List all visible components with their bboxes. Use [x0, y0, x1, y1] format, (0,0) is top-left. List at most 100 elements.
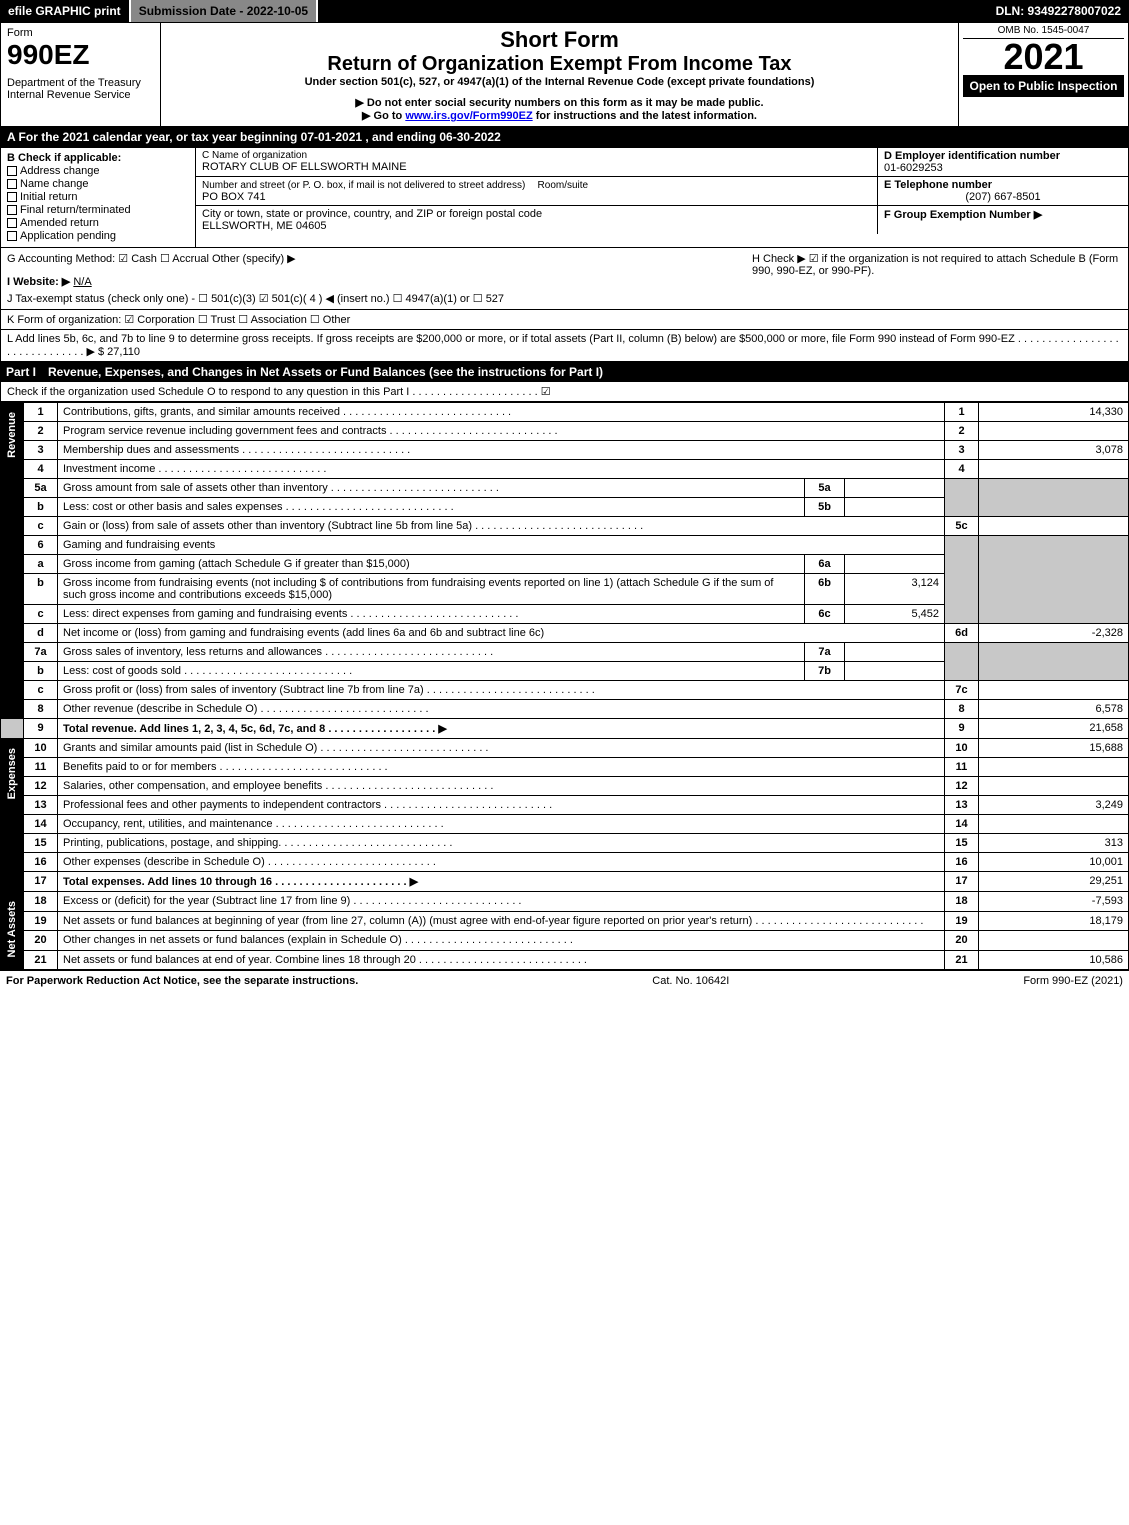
val-20 — [979, 931, 1129, 951]
coln-21: 21 — [945, 950, 979, 970]
e-label: E Telephone number — [884, 179, 992, 191]
part1-label: Part I — [6, 365, 48, 379]
hdr-right: OMB No. 1545-0047 2021 Open to Public In… — [958, 23, 1128, 126]
val-17: 29,251 — [979, 872, 1129, 892]
cell-city: City or town, state or province, country… — [196, 206, 878, 234]
dln-seg: DLN: 93492278007022 — [988, 0, 1129, 22]
ln-5a: 5a — [24, 479, 58, 498]
val-2 — [979, 422, 1129, 441]
side-rev-end — [1, 719, 24, 739]
ln-20: 20 — [24, 931, 58, 951]
side-revenue: Revenue — [1, 403, 24, 719]
opt-application-pending[interactable]: Application pending — [7, 230, 189, 242]
opt-application-pending-label: Application pending — [20, 230, 116, 242]
gray-6 — [945, 536, 979, 624]
hdr-left: Form 990EZ Department of the Treasury In… — [1, 23, 161, 126]
ln-3: 3 — [24, 441, 58, 460]
opt-address-change[interactable]: Address change — [7, 165, 189, 177]
city-label: City or town, state or province, country… — [202, 208, 871, 220]
phone-value: (207) 667-8501 — [884, 191, 1122, 203]
subval-7b — [845, 662, 945, 681]
coln-5c: 5c — [945, 517, 979, 536]
desc-5b: Less: cost or other basis and sales expe… — [58, 498, 805, 517]
opt-name-change[interactable]: Name change — [7, 178, 189, 190]
warn1: ▶ Do not enter social security numbers o… — [165, 96, 954, 109]
desc-21: Net assets or fund balances at end of ye… — [58, 950, 945, 970]
cell-e: E Telephone number (207) 667-8501 — [878, 177, 1128, 206]
coln-19: 19 — [945, 911, 979, 931]
val-10: 15,688 — [979, 739, 1129, 758]
desc-7b: Less: cost of goods sold — [58, 662, 805, 681]
desc-6c: Less: direct expenses from gaming and fu… — [58, 605, 805, 624]
val-16: 10,001 — [979, 853, 1129, 872]
desc-3: Membership dues and assessments — [58, 441, 945, 460]
opt-final-return[interactable]: Final return/terminated — [7, 204, 189, 216]
efile-seg: efile GRAPHIC print — [0, 0, 131, 22]
ln-16: 16 — [24, 853, 58, 872]
subln-5a: 5a — [805, 479, 845, 498]
val-5c — [979, 517, 1129, 536]
val-9: 21,658 — [979, 719, 1129, 739]
footer-mid: Cat. No. 10642I — [652, 975, 729, 987]
coln-10: 10 — [945, 739, 979, 758]
coln-6d: 6d — [945, 624, 979, 643]
ln-6d: d — [24, 624, 58, 643]
desc-20: Other changes in net assets or fund bala… — [58, 931, 945, 951]
subval-7a — [845, 643, 945, 662]
val-21: 10,586 — [979, 950, 1129, 970]
short-form-title: Short Form — [165, 27, 954, 53]
desc-11: Benefits paid to or for members — [58, 758, 945, 777]
ln-18: 18 — [24, 892, 58, 912]
org-name: ROTARY CLUB OF ELLSWORTH MAINE — [202, 161, 871, 173]
val-4 — [979, 460, 1129, 479]
ln-9: 9 — [24, 719, 58, 739]
coln-2: 2 — [945, 422, 979, 441]
desc-5a: Gross amount from sale of assets other t… — [58, 479, 805, 498]
ein-value: 01-6029253 — [884, 162, 1122, 174]
form-header: Form 990EZ Department of the Treasury In… — [0, 22, 1129, 127]
ln-21: 21 — [24, 950, 58, 970]
desc-9: Total revenue. Add lines 1, 2, 3, 4, 5c,… — [58, 719, 945, 739]
val-18: -7,593 — [979, 892, 1129, 912]
val-15: 313 — [979, 834, 1129, 853]
val-14 — [979, 815, 1129, 834]
opt-initial-return[interactable]: Initial return — [7, 191, 189, 203]
subval-5b — [845, 498, 945, 517]
subln-6b: 6b — [805, 574, 845, 605]
part1-sub: Check if the organization used Schedule … — [0, 382, 1129, 402]
row-k: K Form of organization: ☑ Corporation ☐ … — [0, 310, 1129, 330]
desc-1: Contributions, gifts, grants, and simila… — [58, 403, 945, 422]
gray-7 — [945, 643, 979, 681]
ln-6: 6 — [24, 536, 58, 555]
ln-14: 14 — [24, 815, 58, 834]
desc-2: Program service revenue including govern… — [58, 422, 945, 441]
public-inspection: Open to Public Inspection — [963, 75, 1124, 97]
col-cde: C Name of organization ROTARY CLUB OF EL… — [196, 148, 1128, 247]
subln-6a: 6a — [805, 555, 845, 574]
val-1: 14,330 — [979, 403, 1129, 422]
coln-18: 18 — [945, 892, 979, 912]
ln-7a: 7a — [24, 643, 58, 662]
opt-amended-return-label: Amended return — [20, 217, 99, 229]
opt-amended-return[interactable]: Amended return — [7, 217, 189, 229]
main-grid: Revenue 1 Contributions, gifts, grants, … — [0, 402, 1129, 970]
coln-9: 9 — [945, 719, 979, 739]
coln-3: 3 — [945, 441, 979, 460]
ln-15: 15 — [24, 834, 58, 853]
ln-6a: a — [24, 555, 58, 574]
warn2: ▶ Go to www.irs.gov/Form990EZ for instru… — [165, 109, 954, 122]
subln-7b: 7b — [805, 662, 845, 681]
d-label: D Employer identification number — [884, 150, 1060, 162]
footer-right: Form 990-EZ (2021) — [1023, 975, 1123, 987]
sec-j: J Tax-exempt status (check only one) - ☐… — [7, 292, 1122, 305]
under-text: Under section 501(c), 527, or 4947(a)(1)… — [165, 76, 954, 88]
warn2-post: for instructions and the latest informat… — [533, 110, 757, 122]
opt-final-return-label: Final return/terminated — [20, 204, 131, 216]
desc-12: Salaries, other compensation, and employ… — [58, 777, 945, 796]
irs-link[interactable]: www.irs.gov/Form990EZ — [405, 110, 532, 122]
ln-7b: b — [24, 662, 58, 681]
val-13: 3,249 — [979, 796, 1129, 815]
ln-8: 8 — [24, 700, 58, 719]
subval-6b: 3,124 — [845, 574, 945, 605]
ln-10: 10 — [24, 739, 58, 758]
